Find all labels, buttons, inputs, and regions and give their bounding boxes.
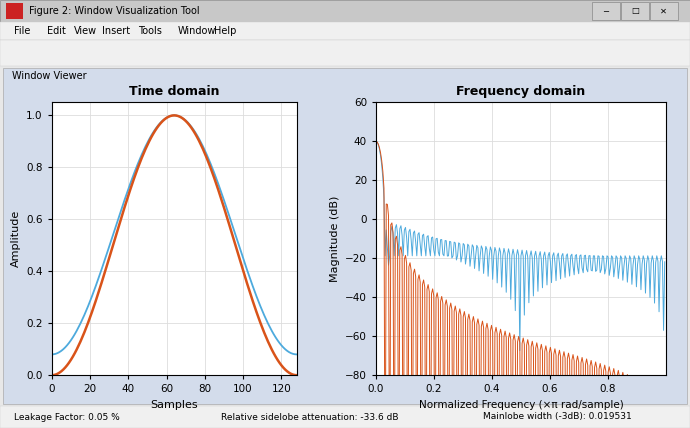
X-axis label: Samples: Samples (150, 400, 198, 410)
Text: Insert: Insert (102, 26, 130, 36)
Bar (0, 406, 690, 428)
Bar (0, 40, 690, 66)
Y-axis label: Magnitude (dB): Magnitude (dB) (330, 196, 339, 282)
Bar (3, 68, 687, 404)
Text: Leakage Factor: 0.05 %: Leakage Factor: 0.05 % (14, 413, 119, 422)
Text: Window: Window (178, 26, 217, 36)
Text: Figure 2: Window Visualization Tool: Figure 2: Window Visualization Tool (29, 6, 199, 16)
Y-axis label: Amplitude: Amplitude (10, 210, 21, 268)
X-axis label: Normalized Frequency (×π rad/sample): Normalized Frequency (×π rad/sample) (419, 400, 623, 410)
Bar (0, 0, 690, 22)
Bar (621, 2, 649, 20)
Text: Help: Help (214, 26, 236, 36)
Text: ─: ─ (603, 6, 609, 15)
Text: File: File (14, 26, 30, 36)
Bar (592, 2, 620, 20)
Text: ✕: ✕ (660, 6, 667, 15)
Bar (0, 22, 690, 40)
Text: Tools: Tools (138, 26, 162, 36)
Bar (650, 2, 678, 20)
Title: Time domain: Time domain (129, 86, 219, 98)
Text: View: View (74, 26, 97, 36)
Text: Mainlobe width (-3dB): 0.019531: Mainlobe width (-3dB): 0.019531 (483, 413, 632, 422)
Title: Frequency domain: Frequency domain (456, 86, 586, 98)
Text: Relative sidelobe attenuation: -33.6 dB: Relative sidelobe attenuation: -33.6 dB (221, 413, 398, 422)
Bar (6, 3, 23, 18)
Text: Edit: Edit (47, 26, 66, 36)
Text: Window Viewer: Window Viewer (12, 71, 87, 81)
Text: □: □ (631, 6, 639, 15)
